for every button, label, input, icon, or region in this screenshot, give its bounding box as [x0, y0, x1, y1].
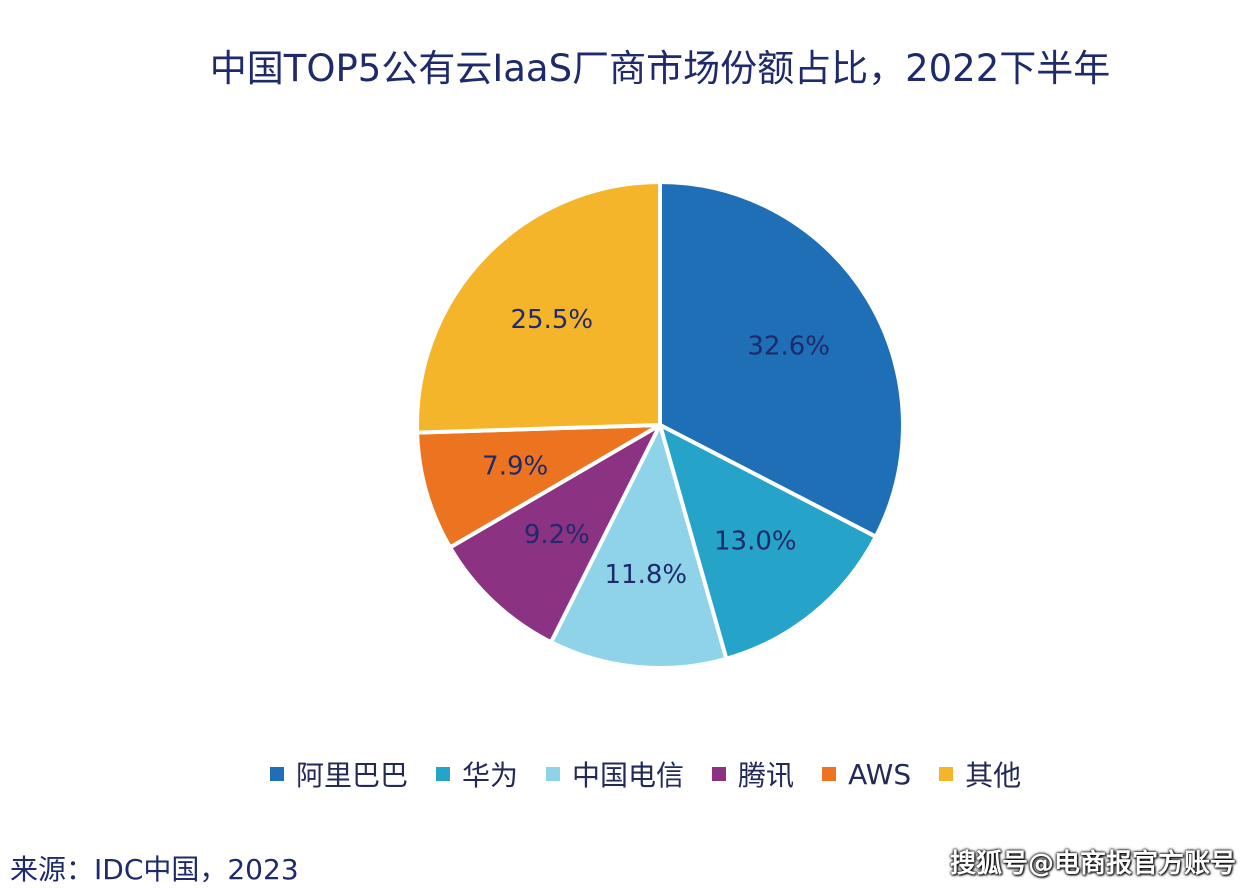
pie-slice-3 — [448, 423, 662, 645]
pie-slice-2 — [549, 423, 729, 670]
pie-slice-4 — [415, 423, 662, 550]
legend-label: 腾讯 — [738, 759, 795, 792]
pie-slice-1 — [658, 423, 878, 661]
legend-label: 中国电信 — [572, 759, 685, 792]
data-label-0: 32.6% — [747, 332, 830, 362]
data-label-5: 25.5% — [511, 305, 594, 335]
legend-swatch — [270, 767, 284, 781]
pie-slice-5 — [415, 180, 662, 435]
legend-label: 华为 — [462, 759, 519, 792]
pie-slice-0 — [658, 180, 905, 539]
legend-item-1: 华为 — [436, 754, 518, 794]
watermark: 搜狐号@电商报官方账号 — [949, 849, 1236, 879]
legend-swatch — [822, 767, 837, 781]
source-note: 来源：IDC中国，2023 — [10, 853, 299, 886]
data-label-2: 11.8% — [605, 560, 688, 590]
data-label-4: 7.9% — [482, 452, 548, 482]
legend-item-2: 中国电信 — [546, 754, 684, 794]
legend-item-4: AWS — [822, 758, 911, 791]
legend-swatch — [939, 767, 954, 781]
legend-item-5: 其他 — [939, 754, 1021, 794]
legend-label: AWS — [848, 757, 912, 791]
data-label-1: 13.0% — [714, 527, 797, 557]
legend-swatch — [712, 767, 727, 781]
legend-label: 阿里巴巴 — [296, 759, 409, 792]
legend-item-0: 阿里巴巴 — [270, 754, 408, 794]
legend-label: 其他 — [965, 759, 1022, 792]
data-label-3: 9.2% — [524, 520, 590, 550]
legend: 阿里巴巴 华为 中国电信 腾讯 AWS 其他 — [270, 756, 1049, 792]
legend-swatch — [436, 767, 451, 781]
legend-swatch — [546, 767, 561, 781]
legend-item-3: 腾讯 — [712, 754, 794, 794]
chart-title: 中国TOP5公有云IaaS厂商市场份额占比，2022下半年 — [209, 47, 1111, 90]
